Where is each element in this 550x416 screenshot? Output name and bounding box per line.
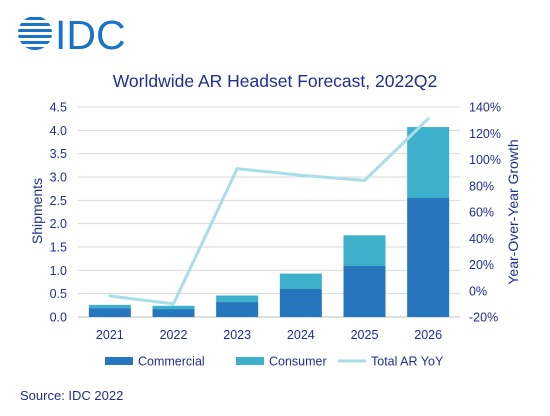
bar-consumer-2026 [407,127,450,198]
bars [88,127,450,317]
legend-swatch-commercial [105,357,133,365]
bar-commercial-2024 [279,289,322,317]
y-tick-label: 2.5 [50,194,67,208]
bar-commercial-2025 [343,265,386,317]
x-tick-label: 2026 [414,328,442,342]
y-tick-label: 3.5 [50,147,67,161]
bar-consumer-2022 [152,305,195,310]
bar-consumer-2024 [279,273,322,289]
legend: Commercial Consumer Total AR YoY [105,355,444,369]
legend-label-total-ar-yoy: Total AR YoY [371,355,444,369]
left-axis-ticks: 0.0 0.5 1.0 1.5 2.0 2.5 3.0 3.5 4.0 4.5 [50,101,67,325]
y2-tick-label: 100% [469,153,501,167]
yoy-point-2025 [363,179,366,182]
x-tick-label: 2024 [287,328,315,342]
bar-consumer-2021 [88,304,131,309]
yoy-point-2022 [172,302,175,306]
x-tick-label: 2021 [96,328,124,342]
yoy-point-2026 [426,117,430,121]
y2-tick-label: 40% [469,232,494,246]
y-axis-title: Shipments [29,178,45,244]
y-tick-label: 0.0 [50,311,67,325]
y2-tick-label: 60% [469,206,494,220]
y2-tick-label: 140% [469,101,501,115]
y2-tick-label: 20% [469,258,494,272]
bar-consumer-2025 [343,235,386,266]
y2-tick-label: -20% [469,311,498,325]
idc-logo-text: IDC [55,12,126,58]
x-tick-label: 2025 [351,328,379,342]
bar-commercial-2021 [88,308,131,317]
y2-tick-label: 80% [469,179,494,193]
y-tick-label: 4.5 [50,101,67,115]
yoy-point-2021 [108,294,112,298]
x-axis-ticks: 2021 2022 2023 2024 2025 2026 [96,328,442,342]
y-tick-label: 1.0 [50,264,67,278]
bar-consumer-2023 [216,295,259,303]
y2-tick-label: 0% [469,284,487,298]
legend-label-commercial: Commercial [138,355,205,369]
y-tick-label: 2.0 [50,217,67,231]
y2-axis-title: Year-Over-Year Growth [505,139,521,284]
y2-tick-label: 120% [469,127,501,141]
bar-commercial-2023 [216,302,259,317]
legend-label-consumer: Consumer [269,355,327,369]
yoy-line-layer [108,117,430,306]
y-tick-label: 0.5 [50,287,67,301]
legend-swatch-consumer [236,357,264,365]
source-note: Source: IDC 2022 [20,388,123,403]
yoy-point-2024 [299,173,303,177]
bar-commercial-2026 [407,198,450,317]
x-tick-label: 2022 [160,328,188,342]
x-tick-label: 2023 [223,328,251,342]
idc-logo: IDC [18,12,126,58]
y-tick-label: 3.0 [50,171,67,185]
chart-title: Worldwide AR Headset Forecast, 2022Q2 [113,71,438,91]
y-tick-label: 1.5 [50,241,67,255]
series-line-total-ar-yoy [109,117,430,306]
idc-globe-icon [18,17,52,50]
yoy-point-2023 [235,167,239,171]
bar-commercial-2022 [152,309,195,317]
y-tick-label: 4.0 [50,124,67,138]
right-axis-ticks: -20% 0% 20% 40% 60% 80% 100% 120% 140% [469,101,501,325]
grid-lines [78,106,460,318]
